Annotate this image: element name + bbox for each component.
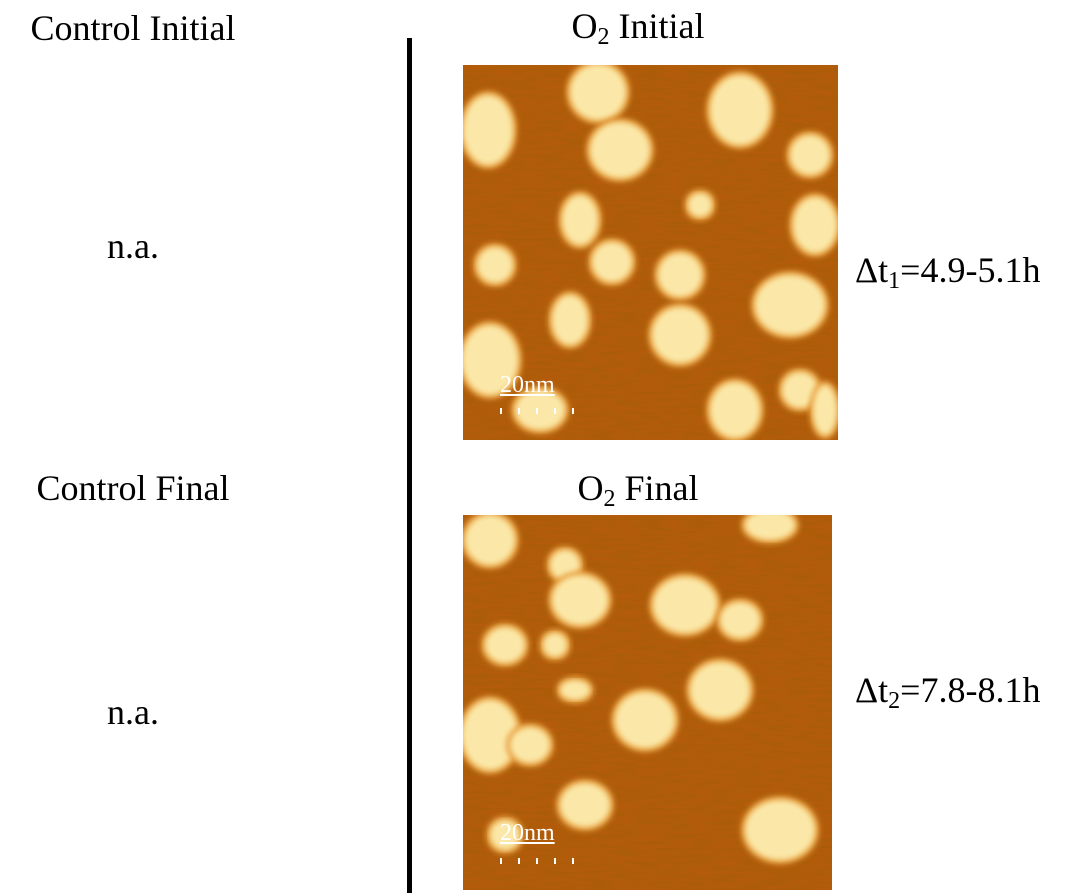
note: n.a. xyxy=(107,228,159,264)
particle xyxy=(562,195,598,245)
particle xyxy=(658,253,702,297)
title-sub: 2 xyxy=(598,24,610,50)
particle xyxy=(570,65,626,120)
particle xyxy=(813,385,837,435)
particle xyxy=(485,627,525,663)
panel-title: Control Final xyxy=(36,470,229,506)
interval-main: Δt xyxy=(855,250,888,290)
panel-title: O2 Initial xyxy=(572,8,705,44)
title-rest: Final xyxy=(615,468,698,508)
particle xyxy=(720,602,760,638)
interval-sub: 2 xyxy=(888,688,900,714)
particle xyxy=(710,382,760,438)
particle xyxy=(793,197,837,253)
title-rest: Initial xyxy=(610,6,705,46)
title-main: O xyxy=(577,468,603,508)
particle xyxy=(755,275,825,335)
panel-title: Control Initial xyxy=(31,10,236,46)
particle xyxy=(745,800,815,860)
interval-rest: =4.9-5.1h xyxy=(900,250,1040,290)
title-sub: 2 xyxy=(603,486,615,512)
particle xyxy=(710,75,770,145)
particle xyxy=(653,577,717,633)
particle xyxy=(543,633,567,657)
interval-main: Δt xyxy=(855,670,888,710)
panel-title: O2 Final xyxy=(577,470,698,506)
divider xyxy=(407,38,412,893)
figure: Control Initial n.a. Control Final n.a. … xyxy=(0,0,1067,893)
time-interval: Δt1=4.9-5.1h xyxy=(855,252,1040,288)
particle xyxy=(510,727,550,763)
scale-bar: 20nm xyxy=(500,820,555,847)
particle xyxy=(690,662,750,718)
particle xyxy=(477,247,513,283)
title-main: O xyxy=(572,6,598,46)
particle xyxy=(590,122,650,178)
particle xyxy=(552,575,608,625)
particle xyxy=(463,95,513,165)
particle xyxy=(592,242,632,282)
particle xyxy=(560,680,590,700)
particle xyxy=(652,307,708,363)
particle xyxy=(790,135,830,175)
particle xyxy=(615,692,675,748)
particle xyxy=(552,295,588,345)
interval-sub: 1 xyxy=(888,268,900,294)
particle xyxy=(560,783,610,827)
scale-bar: 20nm xyxy=(500,372,555,399)
note: n.a. xyxy=(107,694,159,730)
particle xyxy=(688,193,712,217)
time-interval: Δt2=7.8-8.1h xyxy=(855,672,1040,708)
particle xyxy=(465,515,515,565)
interval-rest: =7.8-8.1h xyxy=(900,670,1040,710)
